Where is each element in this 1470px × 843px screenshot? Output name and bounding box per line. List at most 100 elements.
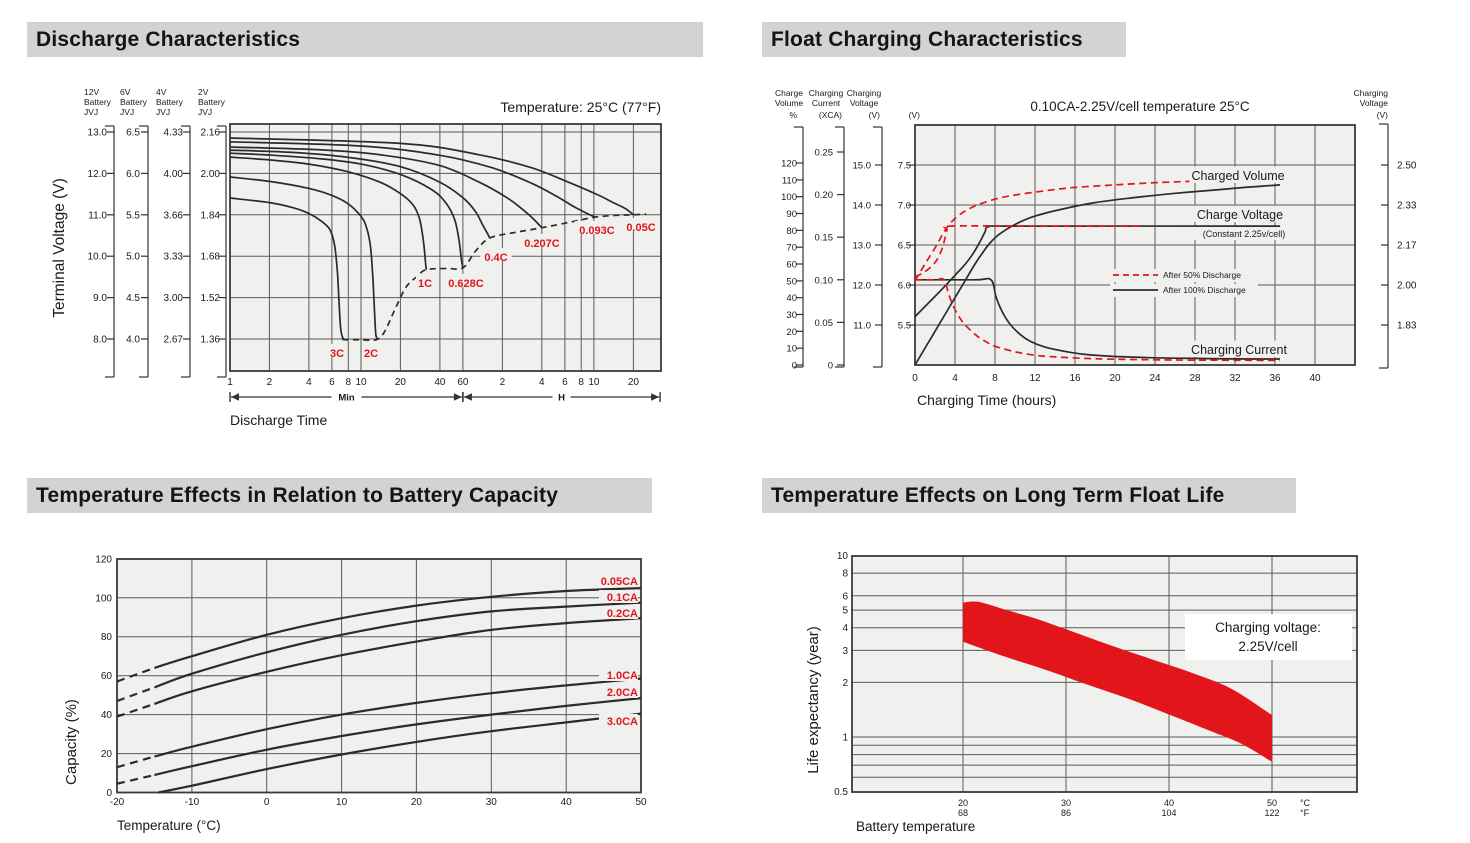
svg-text:7.5: 7.5 (898, 161, 911, 172)
curve-0.628C (229, 152, 464, 268)
svg-text:122: 122 (1264, 808, 1279, 818)
svg-text:8: 8 (578, 377, 584, 388)
curve-0.05CA-dashed (116, 666, 155, 683)
chart-float-charging-characteristics: Charged Volume Charge Voltage (Constant 2.… (775, 88, 1417, 408)
svg-text:1: 1 (842, 733, 848, 744)
y-scales: 12VBatteryJVJ13.012.011.010.09.08.06VBat… (84, 87, 227, 378)
x-axis-title: Discharge Time (230, 412, 327, 428)
section-header-float-charging: Float Charging Characteristics (762, 22, 1126, 57)
grid (229, 124, 661, 371)
curve-label-2.0CA: 2.0CA (607, 687, 638, 699)
svg-text:-10: -10 (185, 797, 200, 808)
svg-text:2: 2 (842, 678, 848, 689)
series-labels: Charged Volume Charge Voltage (Constant 2.… (1184, 166, 1297, 357)
svg-text:(XCA): (XCA) (819, 110, 842, 120)
legend: After 50% Discharge After 100% Discharge (1110, 269, 1258, 297)
curve-charged-volume-100 (914, 184, 1281, 366)
label-constant: (Constant 2.25v/cell) (1203, 229, 1286, 239)
curve-charge-voltage-50 (914, 224, 1140, 278)
svg-text:80: 80 (786, 226, 797, 237)
svg-text:20: 20 (1109, 373, 1121, 384)
svg-text:Charge: Charge (775, 88, 803, 98)
svg-text:12.0: 12.0 (88, 169, 108, 180)
section-title: Temperature Effects on Long Term Float L… (771, 483, 1225, 507)
label-charge_voltage: Charge Voltage (1197, 208, 1283, 222)
x-axis: 0 4 8 12 16 20 24 28 32 36 40 (912, 373, 1321, 384)
curve-1.0CA-dashed (116, 755, 155, 769)
svg-text:0: 0 (828, 361, 833, 372)
section-title: Float Charging Characteristics (771, 27, 1083, 51)
svg-text:Voltage: Voltage (1360, 98, 1389, 108)
svg-text:5: 5 (842, 606, 848, 617)
x-axis-title: Temperature (°C) (117, 818, 221, 833)
svg-text:2.16: 2.16 (201, 128, 221, 139)
svg-text:Voltage: Voltage (850, 98, 879, 108)
svg-text:40: 40 (434, 377, 446, 388)
svg-text:JVJ: JVJ (120, 107, 134, 117)
svg-text:20: 20 (101, 749, 113, 760)
svg-text:3.00: 3.00 (164, 293, 184, 304)
svg-text:%: % (789, 110, 797, 120)
svg-text:Battery: Battery (156, 97, 184, 107)
curve-3C (229, 197, 349, 341)
curve-0.2CA-dashed (116, 702, 155, 718)
svg-text:20: 20 (958, 798, 968, 808)
svg-text:60: 60 (786, 260, 797, 271)
curve-0.1CA-dashed (116, 686, 155, 703)
svg-text:H: H (558, 393, 565, 404)
svg-text:100: 100 (95, 593, 112, 604)
svg-text:JVJ: JVJ (156, 107, 170, 117)
svg-text:13.0: 13.0 (853, 241, 872, 252)
svg-text:4: 4 (539, 377, 545, 388)
svg-text:11.0: 11.0 (853, 321, 871, 332)
svg-text:0: 0 (912, 373, 918, 384)
series (914, 179, 1281, 366)
curve-label-3.0CA: 3.0CA (607, 716, 638, 728)
curve-label-0.05CA: 0.05CA (601, 576, 638, 588)
svg-text:2.33: 2.33 (1397, 201, 1417, 212)
series-labels: 3C 2C 1C 0.628C 0.4C 0.207C 0.093C 0.05C (327, 218, 660, 360)
svg-text:4V: 4V (156, 87, 167, 97)
svg-text:1.68: 1.68 (201, 252, 221, 263)
svg-text:5.5: 5.5 (898, 321, 911, 332)
curve-label-0.207C: 0.207C (524, 238, 560, 250)
life-expectancy-band (963, 601, 1272, 762)
curve-label-0.093C: 0.093C (579, 225, 615, 237)
svg-text:90: 90 (786, 209, 797, 220)
svg-text:Min: Min (338, 393, 355, 404)
svg-text:5.0: 5.0 (126, 252, 140, 263)
svg-text:60: 60 (457, 377, 469, 388)
svg-text:3: 3 (842, 646, 848, 657)
svg-text:0.15: 0.15 (815, 233, 834, 244)
svg-text:-20: -20 (110, 797, 125, 808)
svg-text:2.50: 2.50 (1397, 161, 1417, 172)
y-axis-title: Terminal Voltage (V) (51, 178, 68, 318)
svg-text:Current: Current (812, 98, 841, 108)
section-header-temp-float-life: Temperature Effects on Long Term Float L… (762, 478, 1296, 513)
curve-label-3C: 3C (330, 348, 344, 360)
svg-text:50: 50 (786, 276, 797, 287)
svg-text:6V: 6V (120, 87, 131, 97)
curve-label-2C: 2C (364, 348, 378, 360)
svg-text:2.17: 2.17 (1397, 241, 1417, 252)
svg-text:40: 40 (561, 797, 573, 808)
svg-text:0.5: 0.5 (834, 787, 848, 798)
svg-text:20: 20 (786, 327, 797, 338)
svg-text:40: 40 (101, 710, 113, 721)
section-header-temp-capacity: Temperature Effects in Relation to Batte… (27, 478, 652, 513)
svg-text:10.0: 10.0 (88, 252, 108, 263)
curve-label-1.0CA: 1.0CA (607, 670, 638, 682)
svg-text:JVJ: JVJ (198, 107, 212, 117)
curve-2C (229, 176, 380, 341)
curve-charged-volume-50 (914, 179, 1246, 282)
x-axis-title: Battery temperature (856, 819, 975, 834)
svg-text:8.0: 8.0 (93, 335, 107, 346)
svg-text:3.66: 3.66 (164, 210, 184, 221)
svg-text:14.0: 14.0 (853, 201, 872, 212)
svg-text:20: 20 (395, 377, 407, 388)
svg-text:2.00: 2.00 (1397, 281, 1417, 292)
